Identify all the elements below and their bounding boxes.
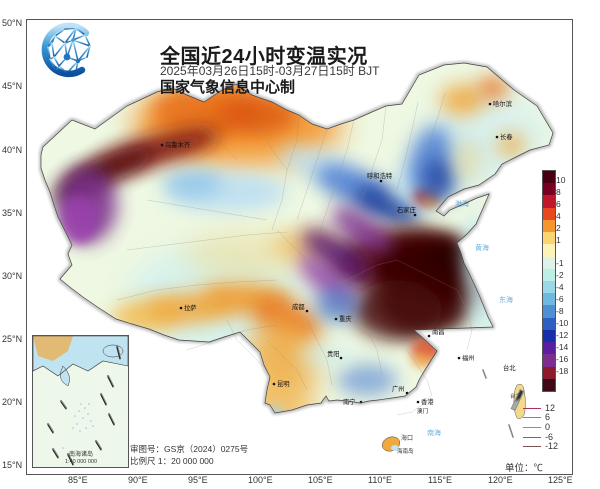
svg-text:昆明: 昆明 — [277, 380, 290, 388]
svg-text:澳门: 澳门 — [417, 407, 428, 415]
svg-text:南昌: 南昌 — [432, 327, 445, 336]
svg-text:重庆: 重庆 — [339, 314, 352, 323]
svg-text:香港: 香港 — [421, 397, 434, 406]
svg-text:东海: 东海 — [499, 295, 513, 304]
svg-text:南海诸岛: 南海诸岛 — [69, 450, 93, 458]
svg-text:海口: 海口 — [401, 434, 413, 442]
svg-text:1:40 000 000: 1:40 000 000 — [65, 459, 97, 465]
svg-text:石家庄: 石家庄 — [397, 205, 416, 214]
svg-text:哈尔滨: 哈尔滨 — [493, 99, 513, 108]
svg-text:黄海: 黄海 — [475, 243, 489, 252]
svg-text:成都: 成都 — [292, 302, 305, 311]
svg-text:乌鲁木齐: 乌鲁木齐 — [165, 140, 191, 149]
svg-text:南海: 南海 — [427, 428, 441, 437]
svg-text:海南岛: 海南岛 — [397, 447, 414, 455]
svg-text:台北: 台北 — [503, 363, 516, 372]
svg-text:拉萨: 拉萨 — [184, 303, 197, 312]
svg-text:福州: 福州 — [462, 353, 475, 362]
svg-text:广州: 广州 — [392, 384, 405, 393]
svg-text:呼和浩特: 呼和浩特 — [367, 171, 393, 180]
svg-text:长春: 长春 — [500, 132, 513, 141]
svg-text:贵阳: 贵阳 — [327, 349, 340, 358]
